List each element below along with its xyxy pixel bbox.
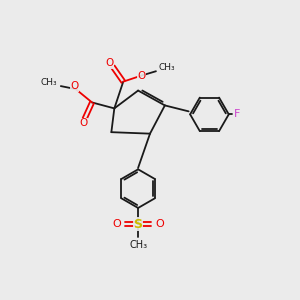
Text: CH₃: CH₃ [129,240,147,250]
Text: CH₃: CH₃ [159,63,175,72]
Text: O: O [138,71,146,81]
Text: O: O [112,219,121,229]
Text: F: F [234,109,240,119]
Text: O: O [79,118,87,128]
Text: O: O [105,58,113,68]
Text: O: O [155,219,164,229]
Text: O: O [70,81,78,91]
Text: S: S [134,218,142,231]
Text: CH₃: CH₃ [40,78,57,87]
